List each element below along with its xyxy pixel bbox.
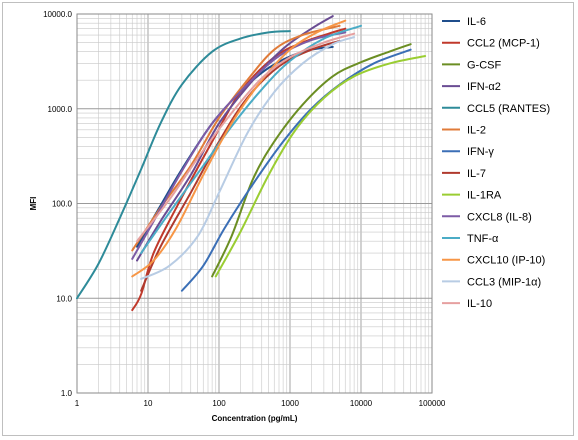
series-line-ccl3-mip-1 bbox=[140, 36, 356, 280]
plot-border bbox=[76, 13, 433, 394]
series-line-ccl5-rantes bbox=[76, 30, 291, 300]
legend-label-il-6: IL-6 bbox=[467, 16, 486, 28]
legend-label-ccl2-mcp-1: CCL2 (MCP-1) bbox=[467, 38, 540, 50]
legend-label-il-2: IL-2 bbox=[467, 125, 486, 137]
x-axis-title: Concentration (pg/mL) bbox=[212, 414, 298, 423]
series-line-ifn bbox=[180, 48, 412, 292]
legend-label-cxcl10-ip-10: CXCL10 (IP-10) bbox=[467, 255, 545, 267]
x-tick-label: 1000 bbox=[281, 399, 299, 408]
series-line-g-csf bbox=[211, 43, 412, 278]
series-line-ifn-2 bbox=[136, 15, 334, 262]
x-tick-label: 10 bbox=[144, 399, 153, 408]
y-tick-label: 10.0 bbox=[56, 294, 72, 303]
legend-label-ccl3-mip-1: CCL3 (MIP-1α) bbox=[467, 276, 541, 288]
legend: IL-6 CCL2 (MCP-1) G-CSF IFN-α2 CCL5 (RANTES)… bbox=[442, 16, 550, 310]
x-tick-label: 10000 bbox=[350, 399, 373, 408]
x-tick-label: 100000 bbox=[419, 399, 446, 408]
x-tick-label: 1 bbox=[75, 399, 80, 408]
legend-label-tnf: TNF-α bbox=[467, 233, 499, 245]
y-axis-title: MFI bbox=[29, 197, 38, 211]
y-tick-label: 100.0 bbox=[52, 200, 73, 209]
series-line-il-10 bbox=[136, 32, 356, 243]
legend-label-ifn-2: IFN-α2 bbox=[467, 81, 501, 93]
axes: 1 10 100 1000 10000 100000 1.0 10.0 100.0 1000.0 1… bbox=[43, 10, 446, 408]
series-line-il-7 bbox=[140, 39, 341, 292]
series-line-il-1ra bbox=[214, 55, 427, 278]
legend-label-ifn: IFN-γ bbox=[467, 146, 494, 158]
legend-label-il-7: IL-7 bbox=[467, 168, 486, 180]
legend-label-il-10: IL-10 bbox=[467, 298, 492, 310]
series-line-tnf bbox=[140, 24, 362, 255]
legend-label-g-csf: G-CSF bbox=[467, 59, 502, 71]
legend-label-ccl5-rantes: CCL5 (RANTES) bbox=[467, 103, 550, 115]
y-tick-label: 1000.0 bbox=[48, 105, 73, 114]
y-tick-label: 1.0 bbox=[61, 389, 73, 398]
series-lines bbox=[76, 15, 427, 312]
legend-label-il-1ra: IL-1RA bbox=[467, 190, 502, 202]
legend-label-cxcl8-il-8: CXCL8 (IL-8) bbox=[467, 211, 532, 223]
series-line-ccl2-mcp-1 bbox=[131, 27, 347, 312]
series-line-cxcl10-ip-10 bbox=[131, 19, 347, 278]
x-tick-label: 100 bbox=[212, 399, 226, 408]
y-tick-label: 10000.0 bbox=[43, 10, 72, 19]
